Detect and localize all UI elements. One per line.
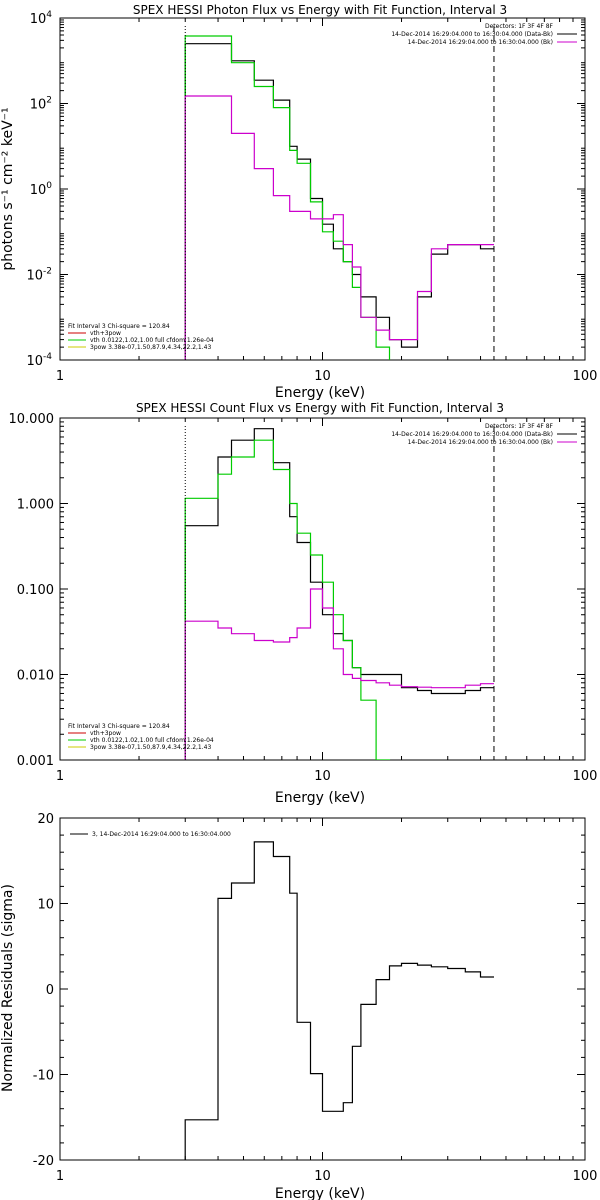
c1-legend-text: 14-Dec-2014 16:29:04.000 to 16:30:04.000… <box>408 439 553 446</box>
c0-y-tick-exp: 0 <box>46 181 52 191</box>
photon-flux-x-axis-label: Energy (keV) <box>275 385 365 401</box>
c2-y-tick-label: -10 <box>33 1069 54 1084</box>
c2-series-0-line <box>184 841 494 1160</box>
c2-x-tick-label: 10 <box>314 1169 331 1184</box>
photon-flux-y-axis-label: photons s⁻¹ cm⁻² keV⁻¹ <box>0 107 16 270</box>
c2-y-tick-label: -20 <box>33 1154 54 1169</box>
c0-y-tick-base: 10 <box>26 354 43 369</box>
c1-y-tick-label: 10.000 <box>9 412 55 427</box>
c2-x-tick-label: 100 <box>573 1169 598 1184</box>
c1-series-0-line <box>184 428 494 760</box>
c0-y-tick-label: 10-4 <box>26 352 52 369</box>
c0-series-2-line <box>184 95 494 360</box>
c1-x-tick-label: 1 <box>56 769 64 784</box>
c0-series-1-line <box>184 35 391 360</box>
count-flux-chart: SPEX HESSI Count Flux vs Energy with Fit… <box>9 401 598 806</box>
count-flux-title: SPEX HESSI Count Flux vs Energy with Fit… <box>136 401 504 415</box>
c1-legend-text: vth+3pow <box>90 730 121 737</box>
c0-x-tick-label: 100 <box>573 369 598 384</box>
c0-legend-text: 14-Dec-2014 16:29:04.000 to 16:30:04.000… <box>391 31 553 38</box>
c0-series-0-line <box>184 43 494 360</box>
residuals-chart: Normalized Residuals (sigma) Energy (keV)… <box>0 812 597 1200</box>
c0-legend-text: Fit Interval 3 Chi-square = 120.84 <box>68 323 170 330</box>
c0-y-tick-label: 102 <box>30 96 52 113</box>
c0-y-tick-base: 10 <box>26 269 43 284</box>
c0-y-tick-base: 10 <box>30 12 47 27</box>
c0-legend-text: vth 0.0122,1.02,1.00 full cfdom 1.26e-04 <box>90 337 214 344</box>
c0-legend-text: Detectors: 1F 3F 4F 8F <box>485 23 554 30</box>
c1-legend-text: vth 0.0122,1.02,1.00 full cfdom 1.26e-04 <box>90 737 214 744</box>
c1-y-tick-label: 0.010 <box>17 669 54 684</box>
c1-legend-text: Detectors: 1F 3F 4F 8F <box>485 423 554 430</box>
c2-legend-text: 3, 14-Dec-2014 16:29:04.000 to 16:30:04.… <box>92 831 231 838</box>
c1-legend-text: 3pow 3.38e-07,1.50,87.9,4.34,22.2,1.43 <box>90 744 211 751</box>
c0-y-tick-exp: 2 <box>46 96 52 106</box>
c0-y-tick-exp: -2 <box>43 267 52 277</box>
c1-y-tick-label: 0.100 <box>17 583 54 598</box>
c0-x-tick-label: 1 <box>56 369 64 384</box>
c0-y-tick-label: 104 <box>30 10 53 27</box>
c2-x-tick-label: 1 <box>56 1169 64 1184</box>
residuals-x-axis-label: Energy (keV) <box>275 1186 365 1200</box>
c1-y-tick-label: 0.001 <box>17 754 54 769</box>
c1-legend-text: Fit Interval 3 Chi-square = 120.84 <box>68 723 170 730</box>
c2-y-tick-label: 10 <box>37 898 54 913</box>
c1-series-1-line <box>184 439 391 760</box>
c0-legend-text: vth+3pow <box>90 330 121 337</box>
c0-y-tick-label: 100 <box>30 181 53 198</box>
c0-x-tick-label: 10 <box>314 369 331 384</box>
c0-y-tick-base: 10 <box>30 98 47 113</box>
c0-y-tick-exp: 4 <box>46 10 52 20</box>
c1-x-tick-label: 100 <box>573 769 598 784</box>
c1-y-tick-label: 1.000 <box>17 498 54 513</box>
c0-y-tick-base: 10 <box>30 183 47 198</box>
c1-series-2-line <box>184 588 494 760</box>
c0-y-tick-label: 10-2 <box>26 267 52 284</box>
photon-flux-title: SPEX HESSI Photon Flux vs Energy with Fi… <box>133 3 507 17</box>
c2-y-tick-label: 0 <box>46 983 54 998</box>
c0-y-tick-exp: -4 <box>43 352 52 362</box>
residuals-y-axis-label: Normalized Residuals (sigma) <box>0 884 16 1092</box>
count-flux-x-axis-label: Energy (keV) <box>275 790 365 806</box>
c1-x-tick-label: 10 <box>314 769 331 784</box>
c0-legend-text: 14-Dec-2014 16:29:04.000 to 16:30:04.000… <box>408 39 553 46</box>
c0-legend-text: 3pow 3.38e-07,1.50,87.9,4.34,22.2,1.43 <box>90 344 211 351</box>
photon-flux-chart: SPEX HESSI Photon Flux vs Energy with Fi… <box>0 3 598 401</box>
c0-plot-frame <box>59 17 586 361</box>
c1-legend-text: 14-Dec-2014 16:29:04.000 to 16:30:04.000… <box>391 431 553 438</box>
c2-y-tick-label: 20 <box>37 812 54 827</box>
